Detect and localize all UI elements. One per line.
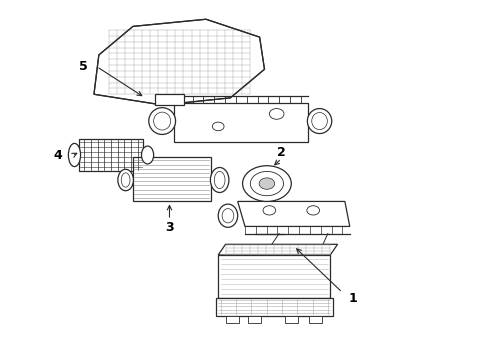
Polygon shape (309, 316, 322, 323)
Polygon shape (216, 298, 333, 316)
Text: 5: 5 (79, 60, 88, 73)
Circle shape (250, 171, 284, 196)
Ellipse shape (307, 109, 332, 134)
Polygon shape (155, 94, 184, 105)
Polygon shape (133, 157, 211, 202)
Ellipse shape (218, 204, 238, 227)
Ellipse shape (69, 143, 80, 167)
Polygon shape (218, 244, 338, 255)
Ellipse shape (210, 167, 229, 193)
Ellipse shape (118, 169, 133, 191)
Polygon shape (285, 316, 297, 323)
Circle shape (270, 109, 284, 119)
Polygon shape (226, 316, 239, 323)
Circle shape (259, 178, 275, 189)
Ellipse shape (149, 108, 175, 134)
Polygon shape (248, 316, 261, 323)
Polygon shape (218, 255, 330, 298)
Text: 1: 1 (349, 292, 358, 305)
Circle shape (243, 166, 291, 202)
Circle shape (212, 122, 224, 131)
Circle shape (263, 206, 276, 215)
Polygon shape (79, 139, 143, 171)
Text: 3: 3 (165, 221, 174, 234)
Polygon shape (238, 202, 350, 226)
Polygon shape (94, 19, 265, 105)
Polygon shape (174, 103, 308, 143)
Text: 4: 4 (53, 149, 62, 162)
Text: 2: 2 (277, 146, 286, 159)
Circle shape (307, 206, 319, 215)
Ellipse shape (142, 146, 154, 164)
